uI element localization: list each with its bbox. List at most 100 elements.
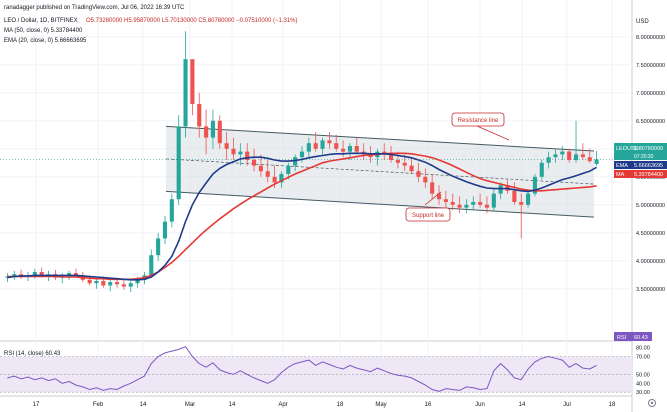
published-text: ranadagger published on TradingView.com,… — [4, 5, 185, 11]
rsi-tick-label: 30.00 — [636, 390, 650, 396]
candle-body — [313, 143, 318, 149]
rsi-tick-label: 70.00 — [636, 355, 650, 361]
price-tick-label: 8.00000000 — [636, 35, 665, 41]
candle-body — [251, 160, 257, 166]
candle-body — [94, 280, 99, 284]
candle-body — [169, 199, 174, 222]
ohlc-values: O5.73280000 H5.95870000 L5.70130000 C5.8… — [86, 18, 298, 24]
time-tick-label: Jul — [563, 402, 571, 408]
support-line — [165, 190, 595, 218]
rsi-tick-label: 50.00 — [636, 372, 650, 378]
candle-body — [67, 273, 72, 276]
time-tick-label: 14 — [229, 402, 236, 408]
candle-body — [573, 154, 579, 160]
candle-body — [519, 202, 524, 205]
candle-body — [443, 199, 448, 202]
candle-body — [484, 204, 490, 208]
currency-label: USD — [636, 19, 649, 25]
price-tick-label: 4.00000000 — [636, 259, 665, 265]
settings-gear-icon[interactable] — [648, 399, 656, 407]
time-tick-label: 18 — [337, 402, 344, 408]
ma-tag-value: 5.33784400 — [634, 172, 663, 178]
price-tick-label: 6.50000000 — [636, 119, 665, 125]
candle-body — [265, 171, 270, 177]
candle-body — [539, 162, 544, 177]
rsi-tag: RSI 60.43 — [614, 332, 652, 341]
countdown: 07:20:20 — [634, 154, 654, 160]
candle-body — [245, 151, 250, 160]
candle-body — [149, 255, 154, 276]
ema-tag-value: 5.66663695 — [634, 163, 663, 169]
time-tick-label: 16 — [425, 402, 432, 408]
candle-body — [587, 157, 592, 162]
candle-body — [450, 202, 455, 205]
price-tick-label: 4.50000000 — [636, 231, 665, 237]
last-price-tag: LEOUSD 5.80780000 07:20:20 — [614, 143, 667, 160]
price-tick-label: 7.50000000 — [636, 63, 665, 69]
candle-body — [471, 202, 476, 205]
ema20-line — [7, 152, 597, 281]
candle-body — [183, 59, 188, 127]
ma-legend[interactable]: MA (50, close, 0) 5.33784400 — [4, 28, 83, 34]
candle-body — [512, 190, 517, 202]
candle-body — [238, 151, 243, 155]
candle-body — [491, 193, 496, 208]
candle-body — [320, 140, 325, 149]
candle-body — [347, 146, 353, 152]
symbol-title[interactable]: LEO / Dollar, 1D, BITFINEX — [4, 18, 78, 24]
channel-fill — [166, 126, 594, 218]
ema-tag: EMA 5.66663695 — [614, 161, 667, 169]
ma50-line — [7, 152, 597, 281]
resistance-callout: Resistance line — [451, 112, 510, 141]
candle-body — [217, 120, 222, 144]
candle-body — [197, 104, 202, 127]
candle-body — [114, 282, 120, 285]
candle-body — [108, 282, 113, 286]
candle-body — [73, 273, 78, 276]
time-tick-label: 18 — [609, 402, 616, 408]
candle-body — [327, 140, 332, 144]
candle-body — [464, 204, 469, 208]
candle-body — [567, 151, 572, 160]
candle-body — [341, 148, 346, 152]
time-tick-label: Feb — [93, 402, 104, 408]
indicator-lines — [7, 152, 597, 281]
candle-body — [121, 284, 126, 287]
candle-body — [416, 171, 421, 177]
time-tick-label: Mar — [185, 402, 195, 408]
candle-body — [210, 120, 215, 138]
rsi-line — [7, 346, 597, 392]
ema-legend[interactable]: EMA (20, close, 0) 5.66663695 — [4, 38, 87, 44]
candle-body — [580, 154, 585, 158]
candle-body — [306, 143, 311, 152]
price-tick-label: 5.00000000 — [636, 203, 665, 209]
last-symbol: LEOUSD — [616, 146, 639, 152]
rsi-legend[interactable]: RSI (14, close) 60.43 — [4, 351, 61, 357]
candle-body — [546, 157, 551, 163]
resistance-label: Resistance line — [458, 118, 499, 124]
rsi-tick-label: 40.00 — [636, 381, 650, 387]
channel — [0, 125, 614, 218]
candle-body — [279, 174, 284, 183]
candle-body — [553, 154, 558, 158]
rsi-tag-label: RSI — [617, 335, 627, 341]
rsi-tag-value: 60.43 — [634, 335, 648, 341]
candle-body — [286, 165, 291, 174]
candle-body — [409, 165, 414, 172]
last-price: 5.80780000 — [634, 146, 663, 152]
channel-midline — [165, 158, 595, 185]
resistance-line — [165, 125, 595, 152]
candles — [5, 31, 599, 293]
candle-body — [395, 160, 400, 163]
candle-body — [87, 279, 92, 284]
candle-body — [389, 154, 394, 160]
candle-body — [162, 221, 168, 239]
candle-body — [293, 157, 298, 166]
ema-tag-label: EMA — [616, 163, 628, 169]
candle-body — [430, 182, 435, 194]
candle-body — [135, 279, 140, 284]
rsi-pane — [0, 346, 632, 393]
candle-body — [457, 204, 462, 208]
candle-body — [354, 146, 359, 152]
